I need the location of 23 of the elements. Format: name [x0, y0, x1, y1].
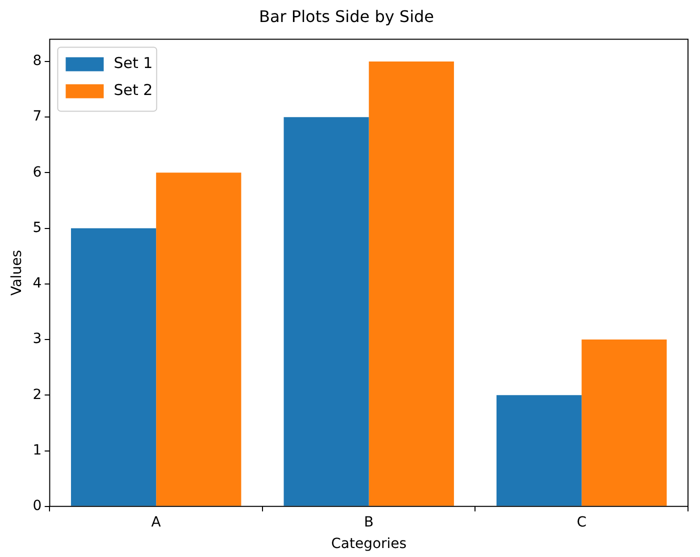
- bar: [582, 340, 667, 506]
- x-tick-label: A: [151, 514, 162, 530]
- chart-title: Bar Plots Side by Side: [258, 6, 434, 26]
- bar: [284, 117, 369, 506]
- y-axis-title: Values: [9, 250, 26, 296]
- bar: [368, 61, 454, 506]
- bar: [496, 395, 582, 506]
- y-tick-label: 0: [32, 498, 42, 514]
- x-axis-title: Categories: [331, 536, 407, 552]
- x-tick-label: C: [576, 514, 587, 530]
- y-tick-label: 7: [32, 108, 42, 125]
- y-tick-label: 1: [32, 442, 42, 458]
- y-tick-label: 2: [32, 386, 42, 403]
- bar: [70, 228, 156, 506]
- x-tick-label: B: [364, 514, 374, 530]
- y-tick-label: 4: [32, 276, 42, 292]
- y-tick-label: 6: [32, 164, 42, 180]
- bar: [156, 172, 242, 506]
- y-tick-label: 3: [32, 331, 42, 348]
- y-tick-label: 8: [32, 53, 42, 70]
- y-tick-label: 5: [32, 220, 42, 236]
- legend-label: Set 2: [114, 81, 153, 100]
- legend-label: Set 1: [114, 54, 153, 72]
